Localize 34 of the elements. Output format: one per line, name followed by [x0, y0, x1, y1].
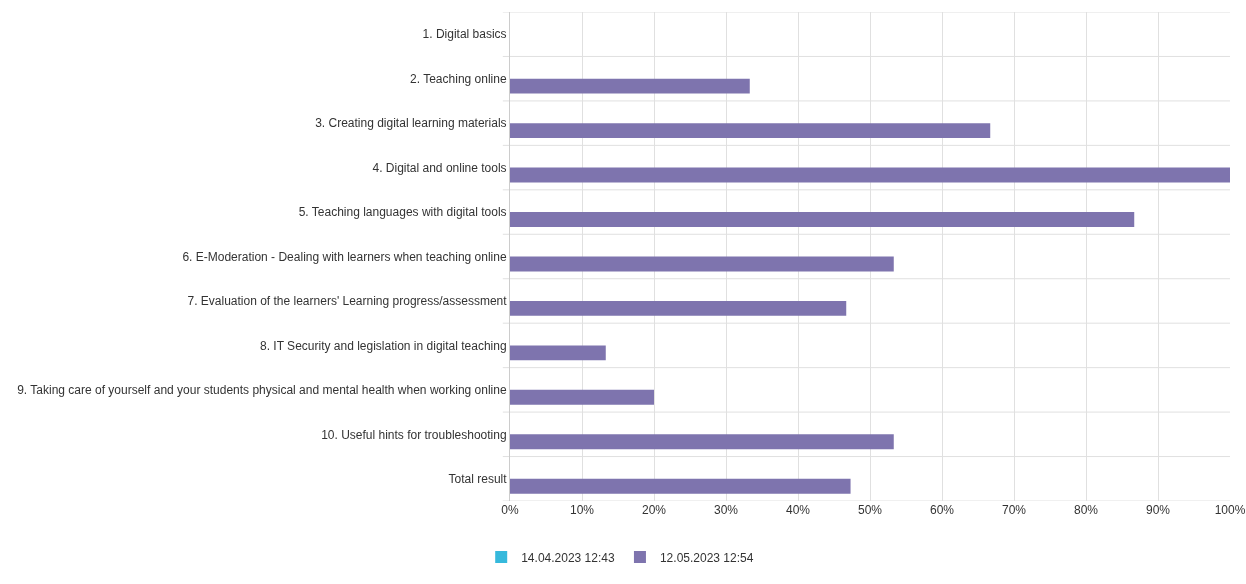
y-tick-label: 2. Teaching online	[410, 71, 507, 86]
x-tick-label: 30%	[713, 503, 739, 517]
bar	[510, 345, 606, 361]
bar	[510, 389, 654, 405]
y-tick-label: 6. E-Moderation - Dealing with learners when teaching online	[182, 249, 507, 264]
bar	[510, 167, 1230, 183]
y-tick-label: 8. IT Security and legislation in digital teaching	[260, 338, 507, 353]
bar	[510, 300, 847, 316]
y-tick-label: 1. Digital basics	[422, 27, 507, 42]
y-tick-label: 9. Taking care of yourself and your students physical and mental health when working online	[17, 383, 507, 398]
legend-label: 12.05.2023 12:54	[659, 550, 754, 565]
y-tick-label: 5. Teaching languages with digital tools	[298, 205, 507, 220]
x-tick-label: 80%	[1073, 503, 1099, 517]
bar	[510, 434, 894, 450]
x-tick-label: 50%	[857, 503, 883, 517]
bar	[510, 212, 1135, 227]
y-tick-label: Total result	[448, 471, 508, 486]
x-tick-label: 40%	[785, 503, 811, 517]
bar	[510, 478, 851, 494]
legend-label: 14.04.2023 12:43	[521, 550, 615, 565]
x-tick-label: 0%	[501, 503, 519, 517]
bar	[510, 123, 991, 139]
x-tick-label: 60%	[929, 503, 955, 517]
x-tick-label: 90%	[1145, 503, 1171, 517]
x-tick-label: 70%	[1001, 503, 1027, 517]
y-tick-label: 7. Evaluation of the learners' Learning progress/assessment	[187, 294, 508, 309]
bar	[510, 78, 750, 94]
x-tick-label: 10%	[569, 503, 595, 517]
bar	[510, 256, 894, 272]
y-tick-label: 4. Digital and online tools	[372, 160, 507, 175]
y-tick-label: 3. Creating digital learning materials	[315, 116, 507, 131]
y-tick-label: 10. Useful hints for troubleshooting	[321, 427, 507, 442]
x-tick-label: 20%	[641, 503, 667, 517]
x-tick-label: 100%	[1214, 503, 1246, 517]
